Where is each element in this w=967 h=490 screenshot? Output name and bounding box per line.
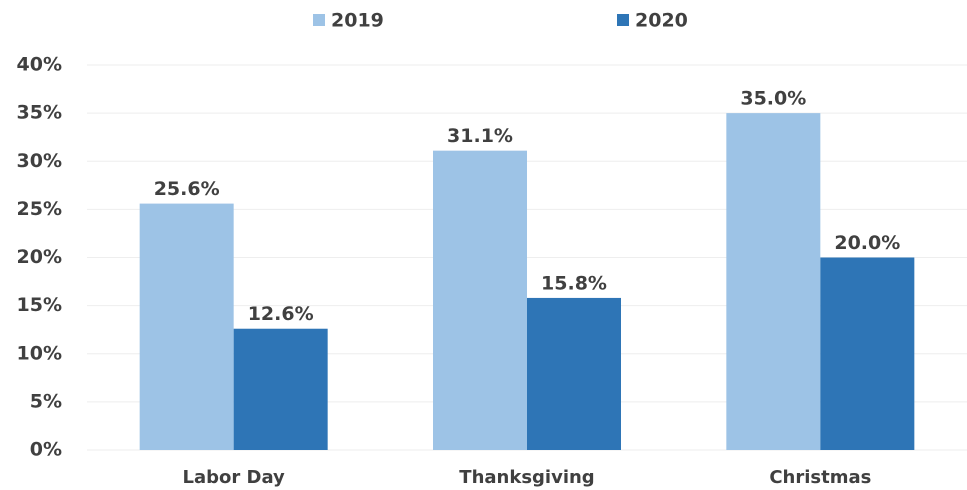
x-tick-label: Labor Day (183, 467, 286, 488)
value-label: 20.0% (834, 232, 900, 254)
y-tick-label: 40% (17, 54, 62, 76)
bar (527, 297, 621, 450)
bar (233, 328, 328, 450)
y-tick-label: 15% (17, 294, 62, 316)
legend-swatch (617, 14, 629, 26)
y-tick-label: 35% (17, 102, 62, 124)
legend-label: 2020 (635, 10, 688, 32)
bar (139, 203, 234, 450)
value-label: 25.6% (154, 178, 220, 200)
x-tick-label: Christmas (769, 467, 871, 488)
y-tick-label: 10% (17, 342, 62, 364)
y-tick-label: 30% (17, 150, 62, 172)
value-label: 31.1% (447, 125, 513, 147)
value-label: 15.8% (541, 272, 607, 294)
value-label: 35.0% (740, 88, 806, 110)
legend-label: 2019 (331, 10, 384, 32)
y-tick-label: 5% (30, 390, 62, 412)
bar (726, 113, 821, 450)
x-tick-label: Thanksgiving (459, 467, 594, 488)
value-label: 12.6% (248, 303, 314, 325)
bar (820, 257, 915, 450)
y-tick-label: 20% (17, 246, 62, 268)
legend-swatch (313, 14, 325, 26)
bar (433, 150, 527, 450)
y-tick-label: 0% (30, 439, 62, 461)
y-tick-label: 25% (17, 198, 62, 220)
